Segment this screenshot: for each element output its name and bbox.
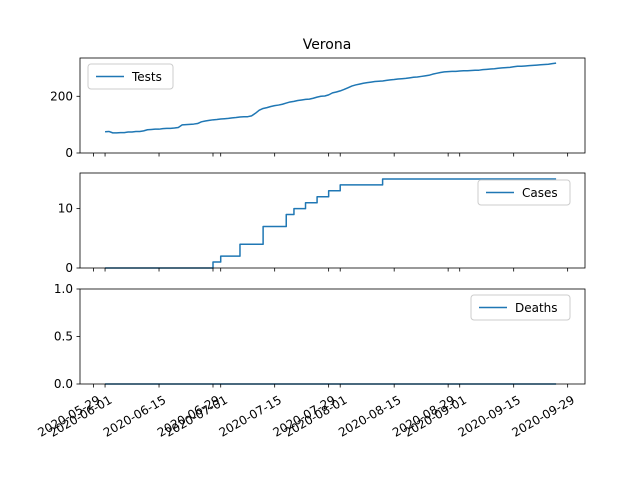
series-line-tests [105,62,557,134]
y-tick-label: 1.0 [54,282,73,296]
y-tick-label: 0 [65,146,73,160]
axes-frame [79,57,586,154]
y-tick-label: 0 [65,261,73,275]
axes-frame [79,172,586,269]
y-tick-label: 200 [50,89,73,103]
legend-box [87,63,174,90]
legend-label: Tests [131,70,162,84]
legend-label: Cases [522,186,558,200]
legend: Tests [87,63,174,90]
legend-box [477,179,571,206]
legend-label: Deaths [515,301,558,315]
panel-2: 0 10 Cases [58,172,586,275]
legend: Cases [477,179,571,206]
legend-box [470,294,571,321]
y-tick-label: 10 [58,202,73,216]
y-tick-label: 0.5 [54,330,73,344]
panel-1: 0 200 Tests [50,57,586,160]
series-line-cases [105,178,557,269]
panel-3: 0.0 0.5 1.0 Deaths [54,282,586,391]
legend: Deaths [470,294,571,321]
chart-title: Verona [303,37,352,53]
y-tick-label: 0.0 [54,377,73,391]
